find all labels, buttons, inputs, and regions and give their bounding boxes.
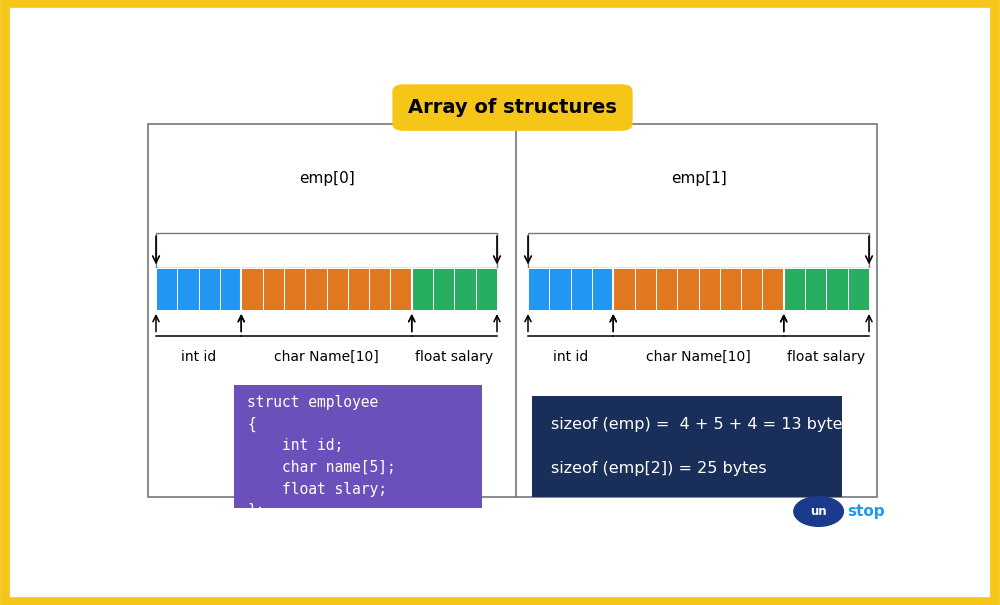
Bar [199,268,220,310]
Bar [305,268,326,310]
Bar [784,268,805,310]
Bar [156,268,177,310]
Bar [348,268,369,310]
Bar [549,268,571,310]
Bar [263,268,284,310]
Bar [805,268,826,310]
Bar [177,268,199,310]
Bar [656,268,677,310]
Text: Array of structures: Array of structures [408,98,617,117]
Bar [741,268,762,310]
Bar [528,268,549,310]
Bar [592,268,613,310]
Text: int id: int id [181,350,216,364]
Text: struct employee
{
    int id;
    char name[5];
    float slary;
};
struct emplo: struct employee { int id; char name[5]; … [247,395,449,540]
Bar [234,385,482,508]
Bar [326,268,348,310]
Text: char Name[10]: char Name[10] [274,350,379,364]
Text: char Name[10]: char Name[10] [646,350,751,364]
FancyBboxPatch shape [392,84,633,131]
Bar [532,396,842,497]
Text: int id: int id [553,350,588,364]
Bar [148,124,877,497]
Text: emp[1]: emp[1] [671,171,726,186]
Bar [412,268,433,310]
Bar [369,268,390,310]
Bar [528,234,869,268]
Text: stop: stop [847,504,885,519]
Bar [826,268,848,310]
Bar [433,268,454,310]
Bar [762,268,784,310]
Bar [698,268,720,310]
Bar [613,268,635,310]
Circle shape [794,497,843,526]
Bar [571,268,592,310]
Bar [720,268,741,310]
Bar [284,268,305,310]
Bar [241,268,263,310]
Bar [454,268,476,310]
Text: un: un [810,505,827,518]
Text: sizeof (emp[2]) = 25 bytes: sizeof (emp[2]) = 25 bytes [551,461,767,476]
Bar [848,268,869,310]
Text: float salary: float salary [787,350,865,364]
Bar [476,268,497,310]
Bar [220,268,241,310]
Bar [156,234,497,268]
Bar [635,268,656,310]
Bar [390,268,412,310]
Bar [677,268,698,310]
Text: sizeof (emp) =  4 + 5 + 4 = 13 bytes: sizeof (emp) = 4 + 5 + 4 = 13 bytes [551,417,851,432]
Text: emp[0]: emp[0] [299,171,354,186]
Text: float salary: float salary [415,350,493,364]
